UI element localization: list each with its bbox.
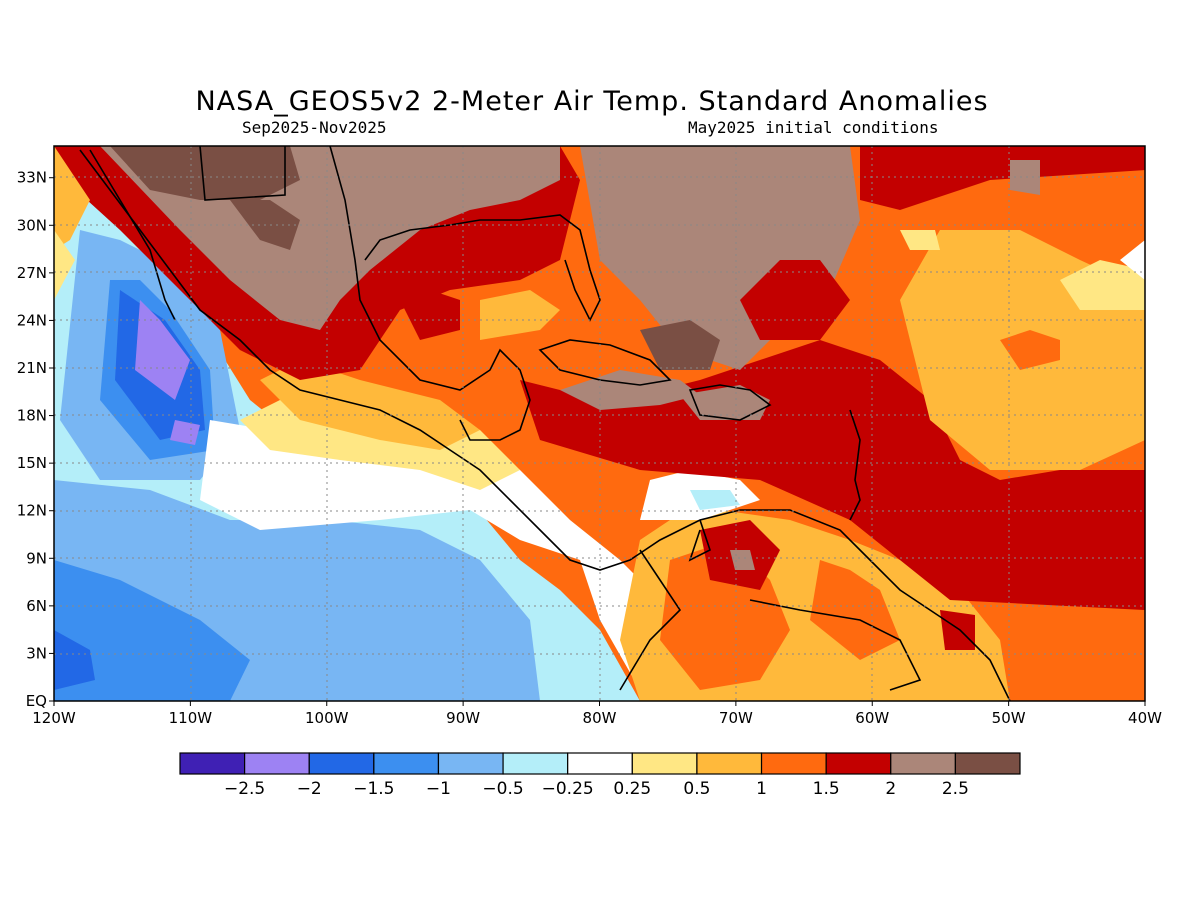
legend-label: −0.5	[482, 779, 523, 799]
legend-label: −2.5	[224, 779, 265, 799]
legend-swatch	[954, 752, 1021, 775]
y-tick-label: 9N	[26, 549, 47, 567]
legend-label: 1	[756, 779, 767, 799]
legend-swatch	[179, 752, 246, 775]
legend-label: 0.5	[683, 779, 710, 799]
anomaly-field	[54, 146, 1145, 701]
x-tick-label: 100W	[305, 709, 349, 727]
y-tick-label: 15N	[17, 454, 47, 472]
legend-swatch	[567, 752, 633, 775]
legend-swatch	[373, 752, 440, 775]
legend-swatch	[437, 752, 504, 775]
legend-label: 1.5	[813, 779, 840, 799]
legend-swatch	[760, 752, 827, 775]
legend-label: 2	[885, 779, 896, 799]
color-legend: −2.5 −2 −1.5 −1 −0.5 −0.25 0.25 0.5 1 1.5 2 2.5	[179, 752, 1021, 799]
y-tick-label: 30N	[17, 216, 47, 234]
y-tick-label: EQ	[26, 692, 47, 710]
map-title: NASA_GEOS5v2 2-Meter Air Temp. Standard …	[195, 86, 989, 117]
coastlines	[79, 145, 1011, 702]
x-tick-label: 40W	[1128, 709, 1162, 727]
legend-swatch	[696, 752, 763, 775]
x-tick-label: 90W	[446, 709, 480, 727]
axis-labels: 120W 110W 100W 90W 80W 70W 60W 50W 40W 33N 30N 27N 2…	[17, 169, 1162, 727]
legend-label: −0.25	[542, 779, 594, 799]
y-tick-label: 12N	[17, 502, 47, 520]
legend-swatch	[308, 752, 375, 775]
x-tick-label: 110W	[169, 709, 213, 727]
legend-label: −1	[426, 779, 451, 799]
y-tick-label: 21N	[17, 359, 47, 377]
y-tick-label: 18N	[17, 407, 47, 425]
legend-swatch	[502, 752, 569, 775]
legend-swatch	[825, 752, 892, 775]
legend-label: −2	[297, 779, 322, 799]
y-tick-label: 33N	[17, 169, 47, 187]
legend-label: 0.25	[613, 779, 651, 799]
y-tick-label: 3N	[26, 644, 47, 662]
graticule	[54, 146, 1145, 701]
x-tick-label: 120W	[32, 709, 76, 727]
initial-conditions: May2025 initial conditions	[688, 118, 939, 137]
x-tick-label: 60W	[855, 709, 889, 727]
forecast-period: Sep2025-Nov2025	[242, 118, 387, 137]
x-tick-label: 70W	[719, 709, 753, 727]
y-tick-label: 27N	[17, 264, 47, 282]
x-tick-label: 80W	[583, 709, 617, 727]
legend-label: −1.5	[353, 779, 394, 799]
legend-label: 2.5	[942, 779, 969, 799]
y-tick-label: 24N	[17, 311, 47, 329]
legend-swatch	[890, 752, 956, 775]
legend-swatch	[244, 752, 310, 775]
y-tick-label: 6N	[26, 597, 47, 615]
x-tick-label: 50W	[992, 709, 1026, 727]
legend-swatch	[631, 752, 698, 775]
